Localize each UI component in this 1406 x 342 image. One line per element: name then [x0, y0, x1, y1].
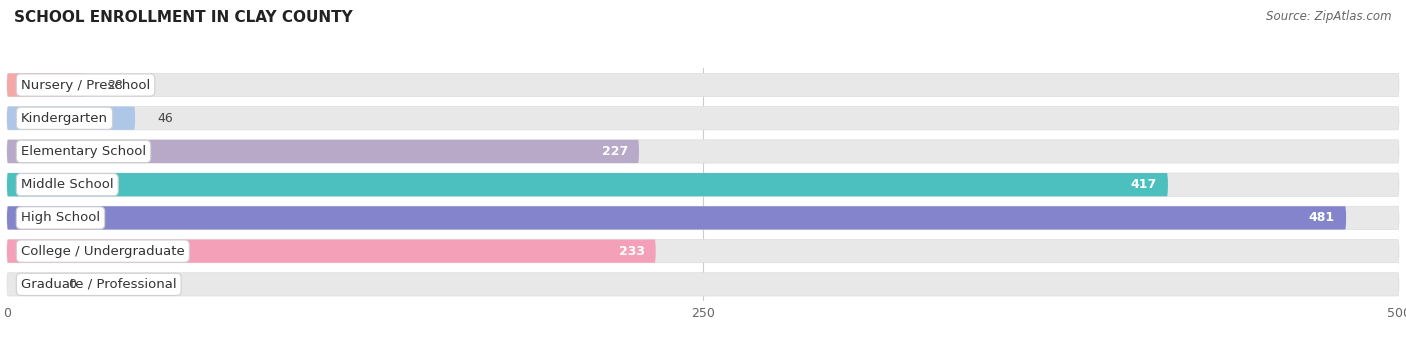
Text: Kindergarten: Kindergarten — [21, 112, 108, 125]
FancyBboxPatch shape — [7, 107, 135, 130]
Text: 28: 28 — [107, 79, 124, 92]
FancyBboxPatch shape — [7, 74, 1399, 97]
Text: Source: ZipAtlas.com: Source: ZipAtlas.com — [1267, 10, 1392, 23]
Text: 227: 227 — [602, 145, 628, 158]
Text: Middle School: Middle School — [21, 178, 114, 191]
Text: Nursery / Preschool: Nursery / Preschool — [21, 79, 150, 92]
Text: SCHOOL ENROLLMENT IN CLAY COUNTY: SCHOOL ENROLLMENT IN CLAY COUNTY — [14, 10, 353, 25]
Text: 0: 0 — [69, 278, 76, 291]
Text: 46: 46 — [157, 112, 173, 125]
FancyBboxPatch shape — [7, 239, 655, 263]
FancyBboxPatch shape — [7, 239, 1399, 263]
Text: Graduate / Professional: Graduate / Professional — [21, 278, 177, 291]
Text: 233: 233 — [619, 245, 644, 258]
Text: Elementary School: Elementary School — [21, 145, 146, 158]
Text: 417: 417 — [1130, 178, 1157, 191]
FancyBboxPatch shape — [7, 173, 1168, 196]
FancyBboxPatch shape — [7, 206, 1399, 229]
FancyBboxPatch shape — [7, 173, 1399, 196]
FancyBboxPatch shape — [7, 206, 1346, 229]
FancyBboxPatch shape — [7, 140, 638, 163]
Text: College / Undergraduate: College / Undergraduate — [21, 245, 184, 258]
FancyBboxPatch shape — [7, 107, 1399, 130]
Text: High School: High School — [21, 211, 100, 224]
Text: 481: 481 — [1309, 211, 1334, 224]
FancyBboxPatch shape — [7, 74, 84, 97]
FancyBboxPatch shape — [7, 140, 1399, 163]
FancyBboxPatch shape — [7, 273, 1399, 296]
